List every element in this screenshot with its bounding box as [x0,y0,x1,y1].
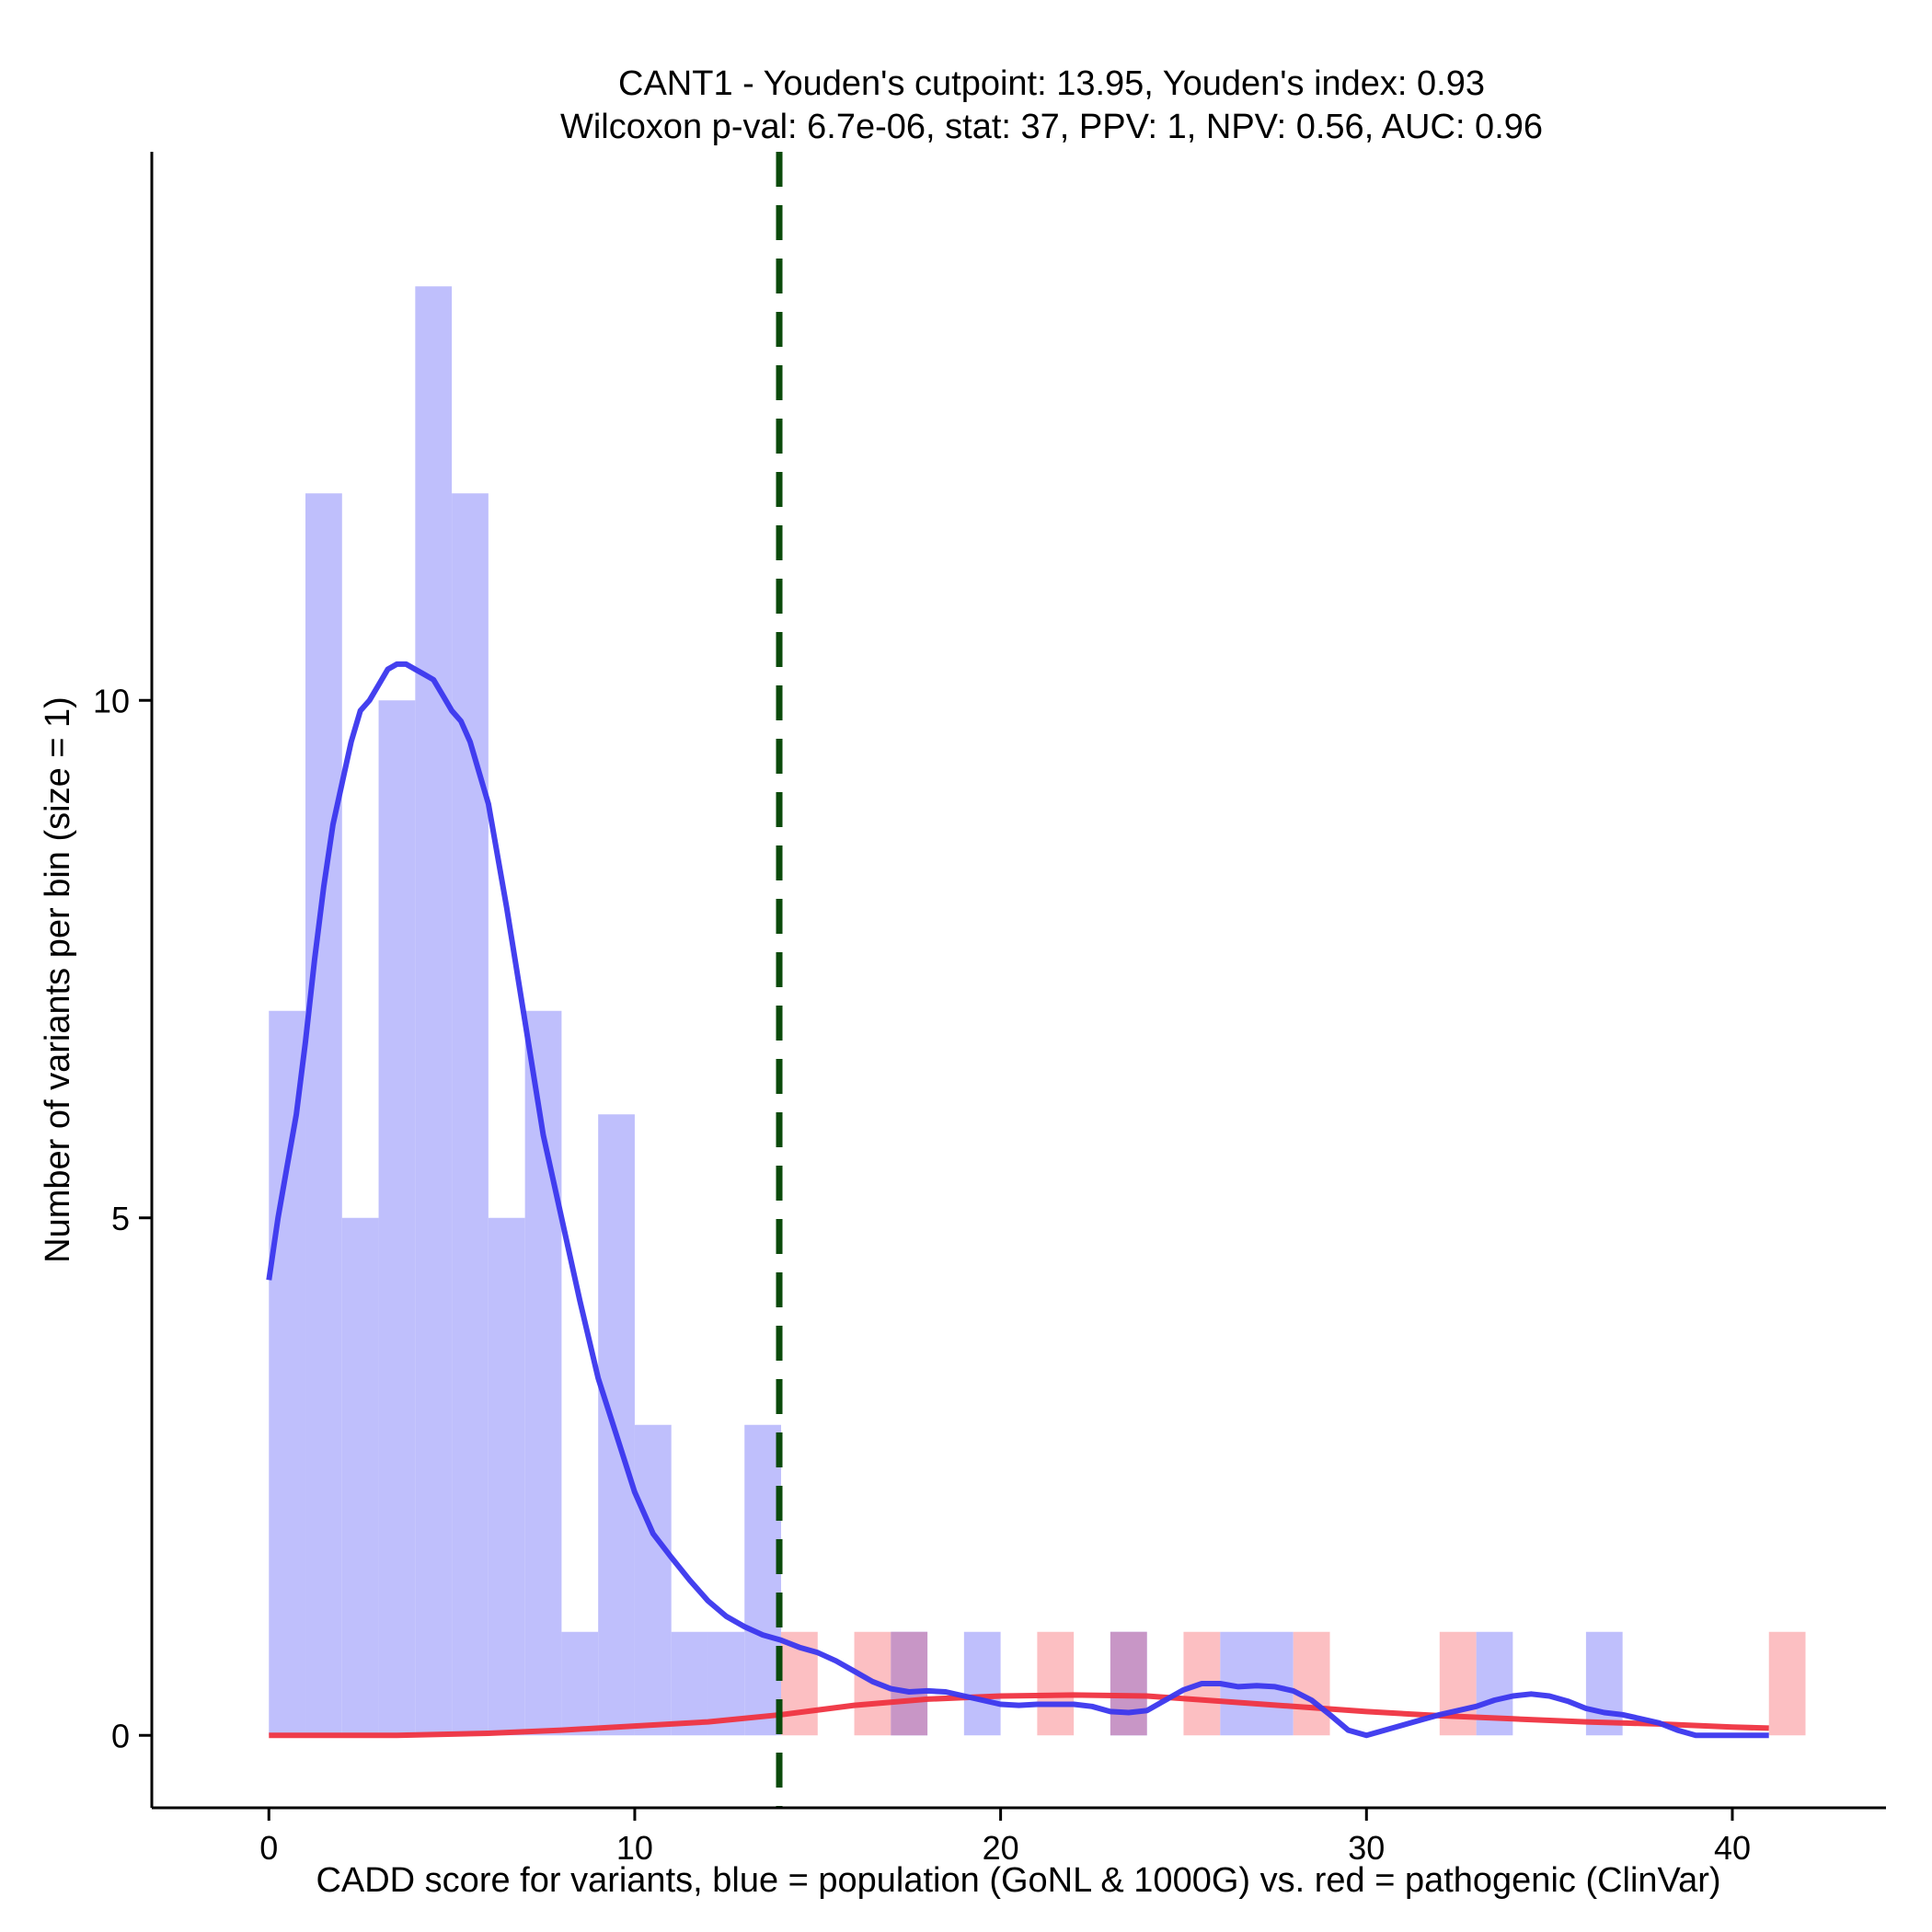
overlap-bar [891,1631,928,1736]
population-bar [634,1424,672,1736]
population-bar [561,1631,599,1736]
overlap-bar [1110,1631,1147,1736]
x-axis-ticks: 0 10 20 30 40 [259,1808,1751,1867]
population-bar [1585,1631,1623,1736]
pathogenic-bar [1768,1631,1806,1736]
population-bar [598,1114,635,1736]
y-tick-label: 10 [93,682,130,719]
y-tick-label: 0 [111,1717,130,1754]
population-bar [305,493,342,1736]
axes [150,152,1886,1810]
population-density-line [266,661,1769,1739]
population-bar [378,700,416,1736]
chart-title-line-2: Wilcoxon p-val: 6.7e-06, stat: 37, PPV: … [560,108,1543,146]
population-bar [671,1631,708,1736]
chart-title-line-1: CANT1 - Youden's cutpoint: 13.95, Youden… [618,64,1485,103]
pathogenic-bar [1439,1631,1477,1736]
y-axis-label: Number of variants per bin (size = 1) [39,696,77,1263]
x-tick-label: 10 [616,1829,653,1867]
pathogenic-bars [781,1631,1806,1736]
x-tick-label: 20 [983,1829,1019,1867]
x-axis-label: CADD score for variants, blue = populati… [316,1861,1720,1900]
population-bar [269,1010,306,1736]
y-axis-ticks: 0 5 10 [93,682,152,1754]
x-tick-label: 40 [1714,1829,1751,1867]
population-bar [452,493,489,1736]
population-bar [488,1217,525,1736]
x-tick-label: 30 [1348,1829,1385,1867]
population-bar [415,286,453,1736]
population-bar [963,1631,1001,1736]
pathogenic-bar [1037,1631,1075,1736]
x-tick-label: 0 [259,1829,278,1867]
pathogenic-bar [1293,1631,1330,1736]
pathogenic-density-line [269,1692,1769,1739]
density-curves [266,661,1769,1739]
population-bars [269,286,1623,1736]
population-bar [744,1424,782,1736]
y-tick-label: 5 [111,1200,130,1237]
population-bar [341,1217,379,1736]
